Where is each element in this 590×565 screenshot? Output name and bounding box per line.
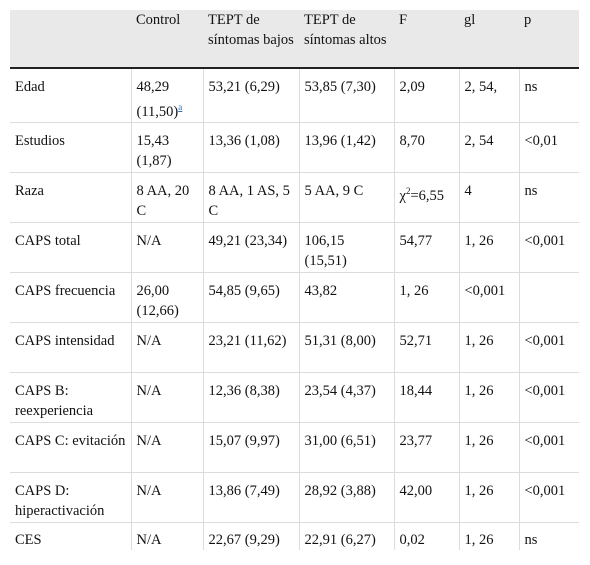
row-label: CES	[10, 522, 132, 550]
table-row: CAPS frecuencia 26,00 (12,66) 54,85 (9,6…	[10, 272, 579, 323]
cell-p: <0,001	[519, 222, 579, 273]
cell-tept-bajos: 22,67 (9,29)	[203, 522, 300, 550]
cell-tept-altos: 28,92 (3,88)	[299, 472, 395, 523]
cell-gl: 4	[459, 172, 520, 223]
cell-control: N/A	[131, 472, 204, 523]
cell-tept-bajos: 53,21 (6,29)	[203, 68, 300, 123]
cell-p: <0,001	[519, 422, 579, 473]
cell-f: χ2=6,55	[394, 172, 460, 223]
cell-tept-bajos: 49,21 (23,34)	[203, 222, 300, 273]
chi-superscript: 2	[405, 185, 411, 196]
cell-tept-bajos: 54,85 (9,65)	[203, 272, 300, 323]
cell-f: 54,77	[394, 222, 460, 273]
cell-control: N/A	[131, 522, 204, 550]
cell-f: 52,71	[394, 322, 460, 373]
table-row: Raza 8 AA, 20 C 8 AA, 1 AS, 5 C 5 AA, 9 …	[10, 172, 579, 223]
cell-control: N/A	[131, 372, 204, 423]
cell-control: 8 AA, 20 C	[131, 172, 204, 223]
cell-f: 42,00	[394, 472, 460, 523]
cell-f: 2,09	[394, 68, 460, 123]
row-label: Edad	[10, 68, 132, 123]
cell-gl: 1, 26	[459, 322, 520, 373]
row-label: CAPS B: reexperiencia	[10, 372, 132, 423]
row-label: Raza	[10, 172, 132, 223]
table-row: CAPS C: evitación N/A 15,07 (9,97) 31,00…	[10, 422, 579, 473]
cell-tept-altos: 5 AA, 9 C	[299, 172, 395, 223]
header-cell-gl: gl	[459, 10, 519, 69]
cell-p: <0,001	[519, 372, 579, 423]
cell-tept-altos: 43,82	[299, 272, 395, 323]
chi-value: =6,55	[410, 187, 444, 204]
cell-p: <0,001	[519, 472, 579, 523]
cell-p: <0,01	[519, 122, 579, 173]
cell-tept-altos: 23,54 (4,37)	[299, 372, 395, 423]
row-label: CAPS total	[10, 222, 132, 273]
cell-tept-altos: 13,96 (1,42)	[299, 122, 395, 173]
cell-p: ns	[519, 68, 579, 123]
cell-tept-bajos: 15,07 (9,97)	[203, 422, 300, 473]
results-table: Control TEPT de síntomas bajos TEPT de s…	[10, 10, 579, 550]
row-label: CAPS frecuencia	[10, 272, 132, 323]
cell-tept-bajos: 8 AA, 1 AS, 5 C	[203, 172, 300, 223]
cell-tept-altos: 51,31 (8,00)	[299, 322, 395, 373]
cell-f: 1, 26	[394, 272, 460, 323]
cell-tept-bajos: 13,36 (1,08)	[203, 122, 300, 173]
cell-f: 8,70	[394, 122, 460, 173]
cell-p: <0,001	[519, 322, 579, 373]
header-cell-f: F	[394, 10, 459, 69]
row-label: CAPS C: evitación	[10, 422, 132, 473]
chi-symbol: χ	[399, 187, 406, 204]
cell-control: 15,43 (1,87)	[131, 122, 204, 173]
cell-value: 48,29 (11,50)	[136, 79, 179, 120]
header-cell-tept-altos: TEPT de síntomas altos	[299, 10, 394, 69]
cell-p	[519, 272, 579, 323]
cell-tept-altos: 53,85 (7,30)	[299, 68, 395, 123]
cell-p: ns	[524, 531, 538, 548]
cell-tept-bajos: 13,86 (7,49)	[203, 472, 300, 523]
cell-control: N/A	[131, 422, 204, 473]
header-cell-control: Control	[131, 10, 203, 69]
row-label: Estudios	[10, 122, 132, 173]
cell-gl: 2, 54	[459, 122, 520, 173]
table-row: CES N/A 22,67 (9,29) 22,91 (6,27) 0,02 1…	[10, 522, 579, 550]
header-cell-empty	[10, 10, 131, 69]
table-row: CAPS B: reexperiencia N/A 12,36 (8,38) 2…	[10, 372, 579, 423]
table-row: Edad 48,29 (11,50)a 53,21 (6,29) 53,85 (…	[10, 68, 579, 123]
cell-gl: 1, 26	[459, 222, 520, 273]
row-label: CAPS intensidad	[10, 322, 132, 373]
table-row: CAPS total N/A 49,21 (23,34) 106,15 (15,…	[10, 222, 579, 273]
table-row: Estudios 15,43 (1,87) 13,36 (1,08) 13,96…	[10, 122, 579, 173]
cell-control: 26,00 (12,66)	[131, 272, 204, 323]
cell-gl: 1, 26	[459, 372, 520, 423]
cell-control: 48,29 (11,50)a	[131, 68, 204, 123]
header-cell-p: p	[519, 10, 579, 69]
cell-control: N/A	[131, 322, 204, 373]
cell-p: ns	[519, 172, 579, 223]
table-row: CAPS D: hiperactivación N/A 13,86 (7,49)…	[10, 472, 579, 523]
row-label: CAPS D: hiperactivación	[10, 472, 132, 523]
footnote-link[interactable]: a	[178, 102, 183, 112]
cell-gl: 1, 26	[459, 472, 520, 523]
header-cell-tept-bajos: TEPT de síntomas bajos	[203, 10, 299, 69]
cell-tept-altos: 31,00 (6,51)	[299, 422, 395, 473]
cell-tept-bajos: 12,36 (8,38)	[203, 372, 300, 423]
table-row: CAPS intensidad N/A 23,21 (11,62) 51,31 …	[10, 322, 579, 373]
cell-gl: 2, 54,	[459, 68, 520, 123]
header-row: Control TEPT de síntomas bajos TEPT de s…	[10, 10, 579, 69]
cell-f: 18,44	[394, 372, 460, 423]
cell-tept-altos: 106,15 (15,51)	[299, 222, 395, 273]
cell-tept-altos: 22,91 (6,27)	[299, 522, 395, 550]
cell-gl: 1, 26	[459, 522, 520, 550]
cell-f: 23,77	[394, 422, 460, 473]
cell-gl: <0,001	[459, 272, 520, 323]
cell-control: N/A	[131, 222, 204, 273]
cell-tept-bajos: 23,21 (11,62)	[203, 322, 300, 373]
cell-f: 0,02	[394, 522, 460, 550]
cell-gl: 1, 26	[459, 422, 520, 473]
